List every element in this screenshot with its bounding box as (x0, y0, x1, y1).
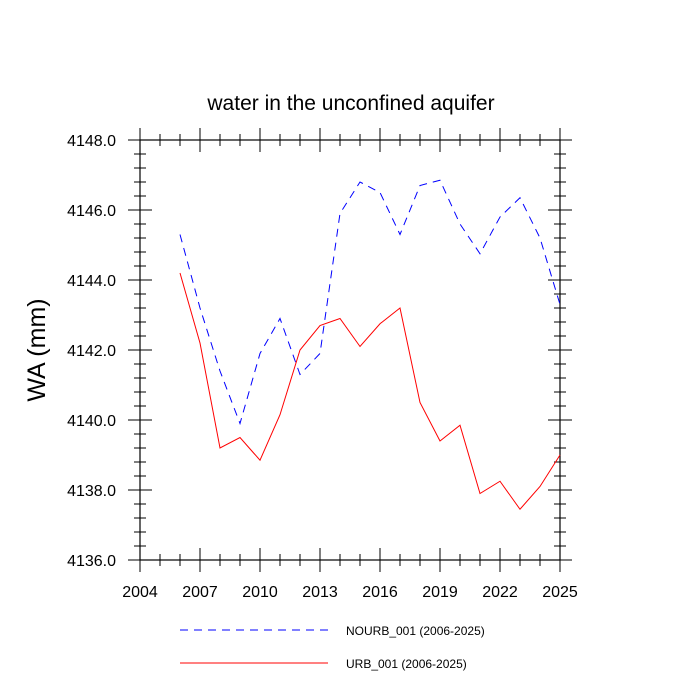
series-line-urb (179, 272, 561, 511)
x-tick-label: 2010 (242, 584, 278, 601)
x-tick-label: 2004 (122, 584, 158, 601)
series-line-nourb (179, 179, 561, 426)
series-lines (179, 179, 561, 511)
legend-label-nourb: NOURB_001 (2006-2025) (346, 624, 485, 638)
x-tick-label: 2025 (542, 584, 578, 601)
x-tick-label: 2013 (302, 584, 338, 601)
legend-label-urb: URB_001 (2006-2025) (346, 657, 467, 671)
y-tick-label: 4136.0 (67, 553, 116, 570)
y-axis-label: WA (mm) (23, 298, 51, 401)
x-tick-label: 2016 (362, 584, 398, 601)
x-tick-label: 2007 (182, 584, 218, 601)
chart-title: water in the unconfined aquifer (206, 92, 494, 115)
y-tick-label: 4144.0 (67, 273, 116, 290)
x-tick-label: 2022 (482, 584, 518, 601)
x-tick-label: 2019 (422, 584, 458, 601)
y-tick-label: 4146.0 (67, 203, 116, 220)
plot-area-frame (139, 139, 561, 561)
y-tick-label: 4138.0 (67, 483, 116, 500)
y-tick-label: 4142.0 (67, 343, 116, 360)
axis-ticks: 2004 2007 2010 2013 2016 2019 2022 2025 4136.0 41… (67, 128, 578, 601)
legend: NOURB_001 (2006-2025) URB_001 (2006-2025) (180, 624, 485, 671)
y-tick-label: 4148.0 (67, 133, 116, 150)
y-tick-label: 4140.0 (67, 413, 116, 430)
